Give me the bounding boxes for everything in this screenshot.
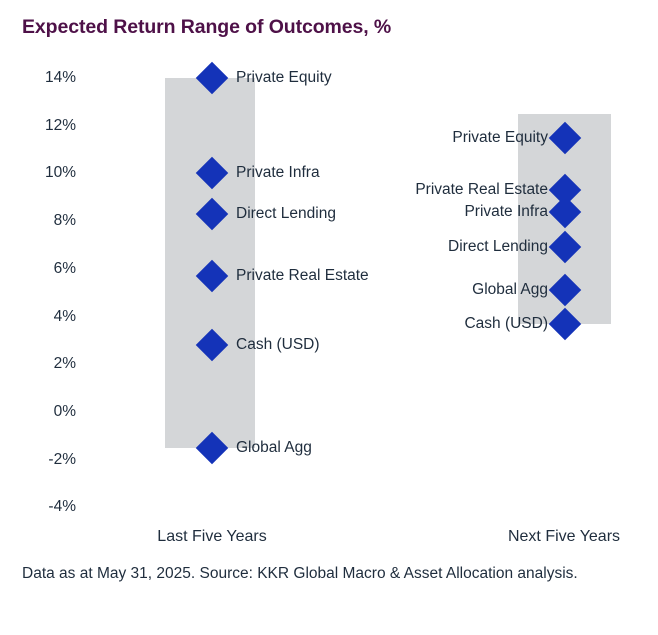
category-label: Last Five Years: [157, 528, 267, 545]
y-axis-tick-label: 0%: [53, 402, 76, 420]
y-axis-tick-label: 2%: [53, 355, 76, 373]
data-point-label: Cash (USD): [236, 336, 320, 354]
data-point-label: Private Infra: [464, 202, 548, 220]
y-axis-tick-label: 12%: [44, 116, 76, 134]
data-point-label: Global Agg: [236, 438, 312, 456]
data-point-label: Private Equity: [452, 128, 548, 146]
y-axis-tick-label: 14%: [44, 69, 76, 86]
source-footnote: Data as at May 31, 2025. Source: KKR Glo…: [22, 565, 578, 582]
data-point-label: Private Infra: [236, 164, 320, 182]
y-axis-tick-label: -2%: [48, 450, 76, 468]
data-point-label: Cash (USD): [464, 314, 548, 332]
data-point-label: Direct Lending: [448, 238, 548, 256]
data-point-label: Global Agg: [472, 281, 548, 299]
y-axis-tick-label: 10%: [44, 164, 76, 182]
data-point-label: Private Real Estate: [236, 266, 369, 284]
data-point-label: Private Equity: [236, 69, 332, 86]
y-axis-tick-label: -4%: [48, 498, 76, 516]
y-axis-tick-label: 6%: [53, 259, 76, 277]
data-point-label: Private Real Estate: [415, 181, 548, 199]
chart-title: Expected Return Range of Outcomes, %: [22, 16, 392, 38]
category-label: Next Five Years: [507, 528, 621, 545]
y-axis-tick-label: 8%: [53, 212, 76, 230]
y-axis-tick-label: 4%: [53, 307, 76, 325]
data-point-label: Direct Lending: [236, 204, 336, 222]
plot-area: 14% 12% 10% 8% 6% 4% 2% 0% -2% -4% Private Equity…: [44, 61, 620, 545]
